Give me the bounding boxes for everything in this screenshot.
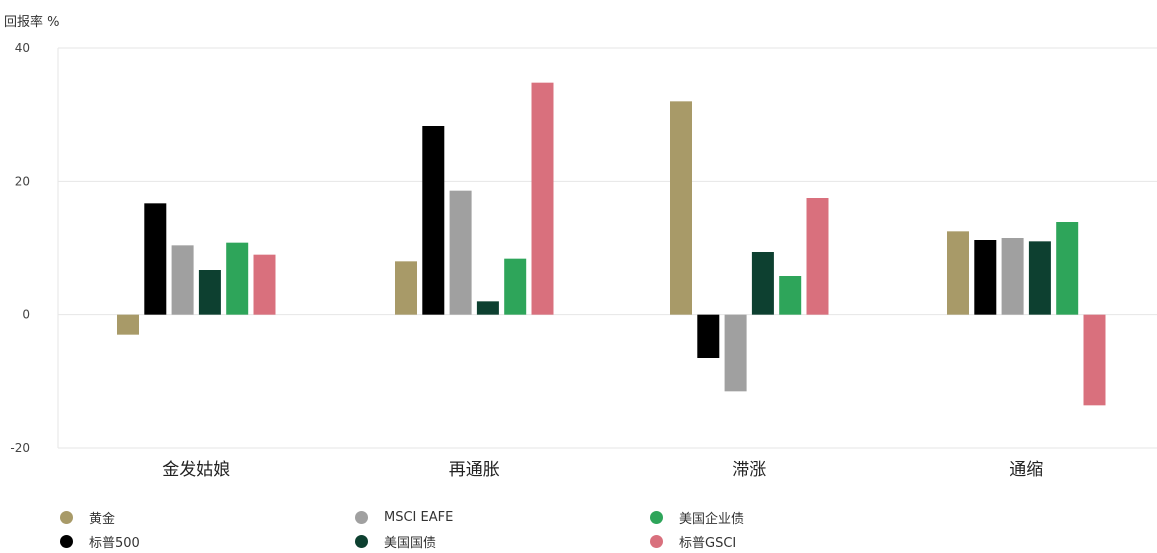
- category-label: 滞涨: [732, 460, 766, 480]
- y-tick-labels: 40 20 0 -20: [10, 41, 30, 455]
- category-labels: 金发姑娘 再通胀 滞涨 通缩: [162, 460, 1043, 480]
- y-axis-label: 回报率 %: [4, 14, 60, 30]
- legend-swatch: [650, 534, 663, 548]
- bar: [531, 82, 554, 315]
- bar: [226, 242, 249, 315]
- bar: [1056, 222, 1079, 315]
- category-label: 再通胀: [449, 460, 500, 480]
- bar: [253, 254, 276, 315]
- bar: [724, 314, 747, 392]
- bar: [751, 252, 774, 315]
- y-tick-label: 0: [22, 308, 30, 322]
- bar: [395, 261, 417, 315]
- y-tick-label: 40: [15, 41, 30, 55]
- bar: [198, 270, 221, 315]
- legend-label: 美国企业债: [679, 511, 745, 527]
- bar: [1028, 241, 1051, 315]
- bar: [144, 203, 167, 315]
- legend-label: 标普GSCI: [679, 535, 737, 551]
- legend-swatch: [60, 510, 73, 524]
- legend-item: 标普GSCI: [650, 532, 737, 551]
- legend: 黄金标普500 MSCI EAFE 美国国债 美国企业债标普GSCI: [60, 508, 1060, 552]
- y-tick-label: -20: [10, 441, 30, 455]
- bar: [806, 198, 829, 315]
- bar: [697, 314, 720, 358]
- legend-label: 美国国债: [384, 535, 437, 551]
- legend-item: 美国企业债: [650, 508, 745, 527]
- bar: [117, 314, 139, 335]
- legend-item: 美国国债: [355, 532, 437, 551]
- bar: [779, 276, 802, 315]
- bar: [504, 258, 527, 315]
- y-tick-label: 20: [15, 174, 30, 188]
- legend-swatch: [355, 534, 368, 548]
- bar: [1001, 238, 1024, 315]
- bar: [171, 245, 194, 315]
- bar: [1083, 314, 1106, 406]
- category-label: 金发姑娘: [162, 460, 230, 480]
- legend-item: MSCI EAFE: [355, 508, 453, 526]
- bars: [117, 82, 1106, 406]
- legend-swatch: [650, 510, 663, 524]
- legend-label: 标普500: [89, 535, 140, 551]
- legend-label: MSCI EAFE: [384, 509, 454, 525]
- bar: [422, 126, 445, 315]
- legend-item: 黄金: [60, 508, 116, 527]
- bar-chart: 回报率 % 40 20 0 -20 金发姑娘 再通胀 滞涨 通缩: [4, 14, 1157, 480]
- legend-item: 标普500: [60, 532, 140, 551]
- bar: [449, 190, 472, 315]
- bar: [974, 240, 997, 315]
- bar: [947, 231, 969, 315]
- category-label: 通缩: [1009, 460, 1043, 480]
- legend-label: 黄金: [89, 511, 116, 527]
- bar: [670, 101, 692, 315]
- legend-swatch: [355, 510, 368, 524]
- bar: [476, 301, 499, 315]
- legend-swatch: [60, 534, 73, 548]
